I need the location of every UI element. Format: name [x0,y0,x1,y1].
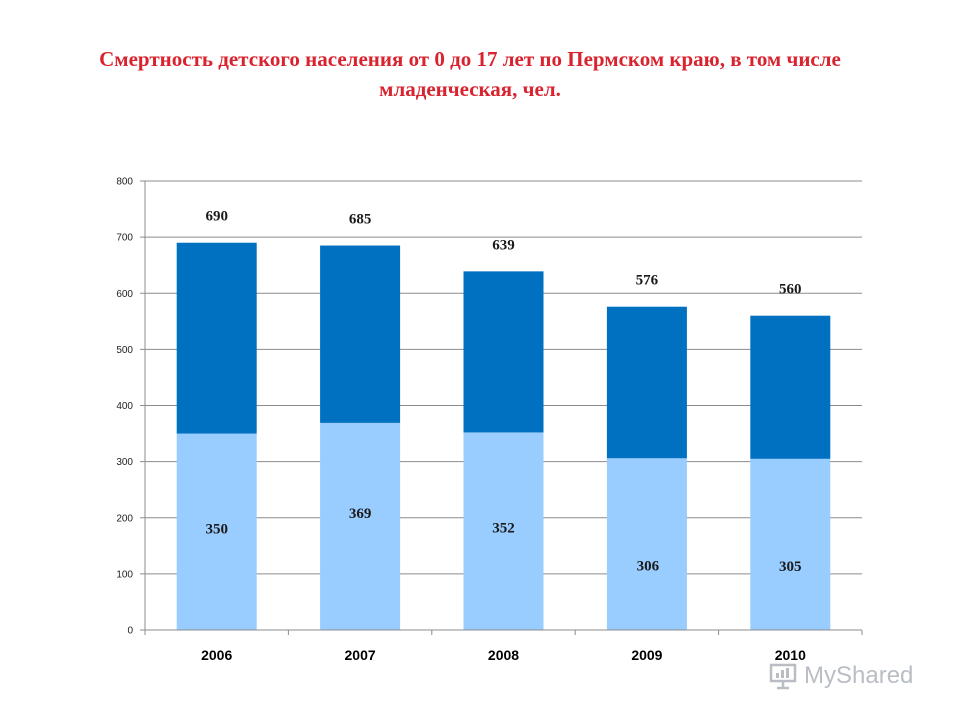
y-tick-label: 600 [116,289,133,300]
chart-title-line2: младенческая, чел. [379,77,561,101]
bar-segment-upper [320,245,401,423]
total-value-label: 560 [779,282,802,298]
chart-title: Смертность детского населения от 0 до 17… [20,44,920,104]
y-tick-label: 500 [116,345,133,356]
lower-value-label: 369 [349,506,372,522]
x-category-label: 2008 [488,647,519,663]
bar-segment-lower [606,458,687,630]
bar-segment-upper [606,306,687,459]
lower-value-label: 350 [205,522,228,538]
lower-value-label: 352 [492,520,515,536]
lower-value-label: 305 [779,559,802,575]
bar-segment-upper [463,271,544,433]
y-tick-label: 800 [116,177,133,188]
lower-value-label: 306 [637,558,660,574]
bar-segment-upper [176,242,257,434]
chart-title-line1: Смертность детского населения от 0 до 17… [99,47,841,71]
bar-segment-lower [320,422,401,630]
watermark-text: MyShared [804,662,914,689]
bar-segment-lower [176,433,257,630]
bar-segment-upper [750,315,831,459]
total-value-label: 690 [205,209,228,225]
x-category-label: 2010 [775,647,806,663]
x-category-label: 2006 [201,647,232,663]
bars [176,242,831,630]
y-tick-label: 100 [116,569,133,580]
y-tick-label: 300 [116,457,133,468]
watermark: MyShared [768,656,938,696]
total-value-label: 576 [636,273,659,289]
axes: 0 100 200 300 400 500 600 700 800 2006 2007 2008 200… [116,177,863,663]
bar-segment-lower [463,432,544,630]
total-value-label: 685 [349,212,372,228]
bar-segment-lower [750,458,831,630]
x-category-label: 2009 [631,647,662,663]
y-tick-label: 700 [116,233,133,244]
x-category-label: 2007 [345,647,376,663]
total-value-label: 639 [492,237,515,253]
data-labels: 350 690 369 685 352 639 306 576 305 560 [205,209,801,575]
presentation-board-icon [769,663,797,690]
y-tick-label: 200 [116,513,133,524]
y-tick-label: 400 [116,401,133,412]
y-tick-label: 0 [127,626,133,637]
